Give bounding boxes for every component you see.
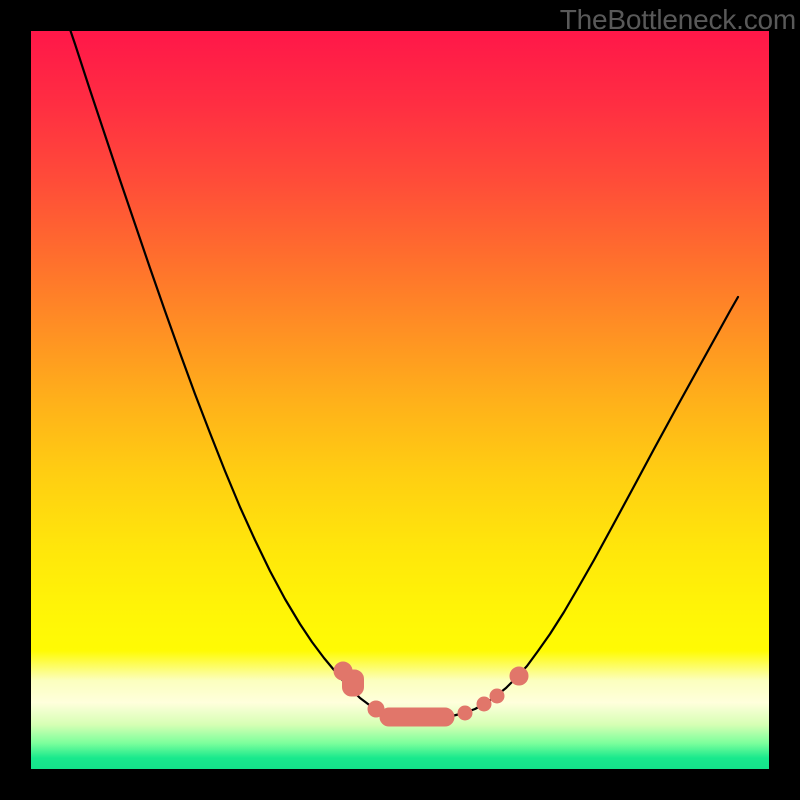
marker-6 bbox=[490, 689, 504, 703]
plot-svg bbox=[0, 0, 800, 800]
marker-7 bbox=[510, 667, 528, 685]
marker-1 bbox=[343, 670, 364, 696]
watermark-text: TheBottleneck.com bbox=[560, 4, 796, 36]
marker-4 bbox=[458, 706, 472, 720]
plot-background bbox=[31, 31, 769, 769]
marker-5 bbox=[477, 697, 491, 711]
chart-root: TheBottleneck.com bbox=[0, 0, 800, 800]
marker-3 bbox=[380, 708, 454, 726]
